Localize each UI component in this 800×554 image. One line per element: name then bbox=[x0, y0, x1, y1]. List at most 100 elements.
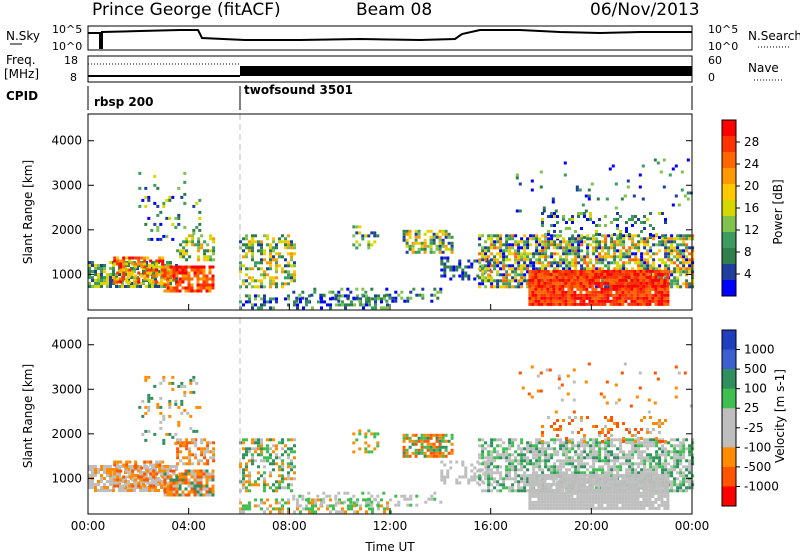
range-gate-cell bbox=[487, 486, 491, 490]
range-gate-cell bbox=[621, 299, 625, 303]
range-gate-cell bbox=[549, 278, 553, 282]
range-gate-cell bbox=[290, 447, 293, 451]
range-gate-cell bbox=[487, 456, 491, 460]
range-gate-cell bbox=[552, 275, 556, 279]
range-gate-cell bbox=[567, 479, 571, 483]
range-gate-cell bbox=[559, 240, 563, 244]
range-gate-cell bbox=[614, 182, 618, 186]
range-gate-cell bbox=[553, 462, 557, 466]
range-gate-cell bbox=[573, 506, 577, 510]
range-gate-cell bbox=[559, 255, 563, 259]
range-gate-cell bbox=[438, 433, 442, 437]
range-gate-cell bbox=[186, 411, 190, 415]
range-gate-cell bbox=[97, 267, 100, 270]
range-gate-cell bbox=[552, 506, 556, 510]
range-gate-cell bbox=[133, 489, 136, 492]
range-gate-cell bbox=[290, 243, 293, 247]
range-gate-cell bbox=[529, 264, 533, 268]
range-gate-cell bbox=[290, 279, 293, 283]
range-gate-cell bbox=[446, 256, 450, 260]
range-gate-cell bbox=[352, 450, 356, 454]
range-gate-cell bbox=[613, 255, 617, 259]
range-gate-cell bbox=[411, 250, 415, 254]
range-gate-cell bbox=[528, 296, 532, 300]
range-gate-cell bbox=[562, 453, 566, 457]
range-gate-cell bbox=[248, 471, 251, 475]
range-gate-cell bbox=[242, 282, 245, 286]
range-gate-cell bbox=[640, 459, 644, 463]
range-gate-cell bbox=[178, 277, 182, 281]
range-gate-cell bbox=[670, 240, 674, 244]
range-gate-cell bbox=[97, 480, 100, 483]
range-gate-cell bbox=[447, 439, 451, 443]
range-gate-cell bbox=[565, 453, 569, 457]
range-gate-cell bbox=[588, 269, 592, 273]
range-gate-cell bbox=[528, 482, 532, 486]
range-gate-cell bbox=[547, 237, 551, 241]
range-gate-cell bbox=[499, 285, 503, 289]
range-gate-cell bbox=[476, 460, 480, 464]
range-gate-cell bbox=[470, 469, 474, 473]
range-gate-cell bbox=[440, 274, 444, 278]
range-gate-cell bbox=[682, 240, 686, 244]
range-gate-cell bbox=[655, 453, 659, 457]
range-gate-cell bbox=[284, 246, 287, 250]
range-gate-cell bbox=[508, 282, 512, 286]
range-gate-cell bbox=[564, 290, 568, 294]
range-gate-cell bbox=[610, 450, 614, 454]
range-gate-cell bbox=[266, 447, 269, 451]
range-gate-cell bbox=[630, 287, 634, 291]
range-gate-cell bbox=[334, 503, 338, 507]
range-gate-cell bbox=[417, 250, 421, 254]
range-gate-cell bbox=[175, 283, 179, 287]
colorbar-block bbox=[722, 184, 736, 201]
range-gate-cell bbox=[340, 287, 344, 291]
range-gate-cell bbox=[373, 240, 377, 244]
range-gate-cell bbox=[414, 454, 418, 458]
range-gate-cell bbox=[526, 255, 530, 259]
range-gate-cell bbox=[476, 469, 480, 473]
range-gate-cell bbox=[423, 433, 427, 437]
range-gate-cell bbox=[636, 302, 640, 306]
range-gate-cell bbox=[618, 287, 622, 291]
range-gate-cell bbox=[543, 281, 547, 285]
range-gate-cell bbox=[263, 483, 266, 487]
range-gate-cell bbox=[673, 270, 677, 274]
range-gate-cell bbox=[579, 269, 583, 273]
range-gate-cell bbox=[272, 507, 275, 511]
range-gate-cell bbox=[200, 447, 204, 451]
range-gate-cell bbox=[567, 491, 571, 495]
range-gate-cell bbox=[549, 473, 553, 477]
range-gate-cell bbox=[245, 486, 248, 490]
range-gate-cell bbox=[177, 216, 181, 220]
colorbar-tick-label: 20 bbox=[744, 179, 759, 193]
range-gate-cell bbox=[679, 450, 683, 454]
range-gate-cell bbox=[577, 234, 581, 238]
range-gate-cell bbox=[634, 221, 637, 224]
range-gate-cell bbox=[211, 493, 215, 497]
range-gate-cell bbox=[691, 255, 695, 259]
range-gate-cell bbox=[523, 453, 527, 457]
range-gate-cell bbox=[373, 497, 377, 501]
range-gate-cell bbox=[568, 246, 572, 250]
range-gate-cell bbox=[493, 465, 497, 469]
range-gate-cell bbox=[661, 438, 665, 442]
range-gate-cell bbox=[190, 475, 194, 479]
range-gate-cell bbox=[484, 441, 488, 445]
range-gate-cell bbox=[430, 299, 434, 303]
range-gate-cell bbox=[402, 238, 406, 242]
range-gate-cell bbox=[251, 258, 254, 262]
range-gate-cell bbox=[172, 286, 176, 290]
range-gate-cell bbox=[202, 283, 206, 287]
range-gate-cell bbox=[613, 218, 616, 221]
range-gate-cell bbox=[679, 486, 683, 490]
range-gate-cell bbox=[565, 255, 569, 259]
range-gate-cell bbox=[585, 293, 589, 297]
range-gate-cell bbox=[517, 285, 521, 289]
range-gate-cell bbox=[550, 468, 554, 472]
range-gate-cell bbox=[565, 258, 569, 262]
range-gate-cell bbox=[558, 284, 562, 288]
range-gate-cell bbox=[673, 468, 677, 472]
range-gate-cell bbox=[598, 456, 602, 460]
range-gate-cell bbox=[368, 507, 371, 511]
